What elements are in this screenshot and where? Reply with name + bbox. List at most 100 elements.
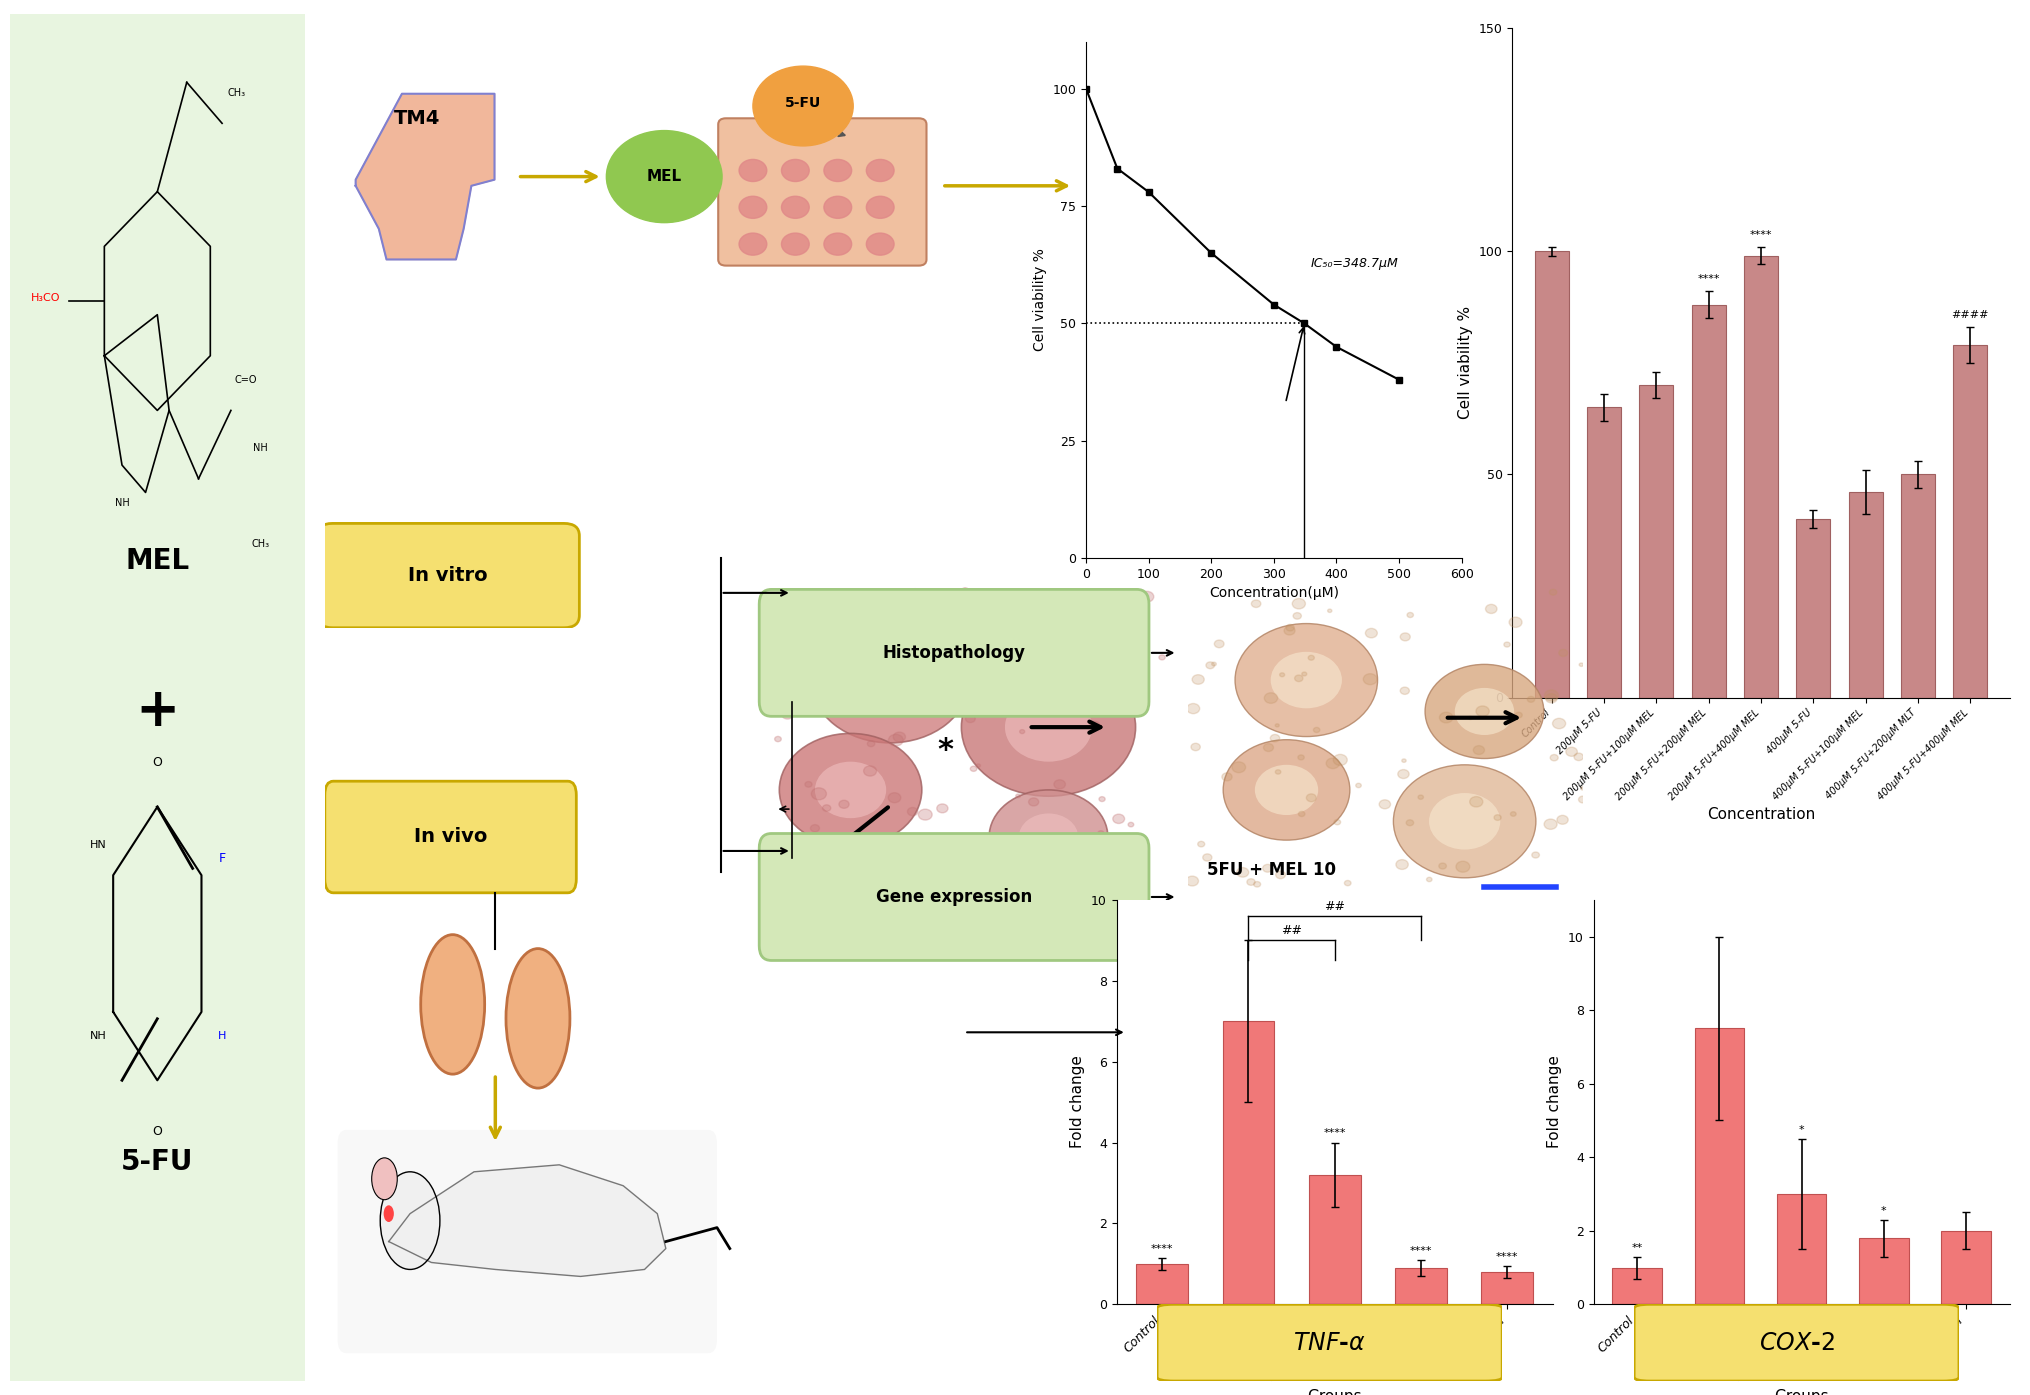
Text: MEL: MEL	[126, 547, 189, 575]
Circle shape	[767, 639, 780, 649]
Text: ****: ****	[1496, 1251, 1518, 1262]
Bar	[1859, 1239, 1908, 1304]
Circle shape	[901, 667, 918, 678]
Circle shape	[1470, 797, 1482, 806]
Circle shape	[1009, 844, 1015, 848]
Circle shape	[936, 804, 948, 813]
FancyBboxPatch shape	[719, 119, 926, 265]
Circle shape	[1275, 870, 1285, 879]
Circle shape	[966, 880, 974, 886]
Bar	[1953, 345, 1987, 698]
Y-axis label: Cell viability %: Cell viability %	[1033, 248, 1047, 352]
Circle shape	[1234, 624, 1378, 737]
Circle shape	[1019, 730, 1025, 734]
Circle shape	[782, 710, 794, 718]
Circle shape	[824, 646, 830, 650]
Circle shape	[983, 678, 995, 688]
Circle shape	[1545, 693, 1557, 703]
FancyBboxPatch shape	[325, 781, 577, 893]
X-axis label: Groups: Groups	[1307, 1389, 1362, 1395]
Circle shape	[918, 809, 932, 820]
Circle shape	[1129, 822, 1135, 827]
Circle shape	[989, 790, 1108, 884]
Circle shape	[1054, 780, 1066, 790]
Text: ****: ****	[1697, 275, 1719, 285]
Circle shape	[1307, 656, 1313, 660]
Polygon shape	[355, 93, 495, 259]
Circle shape	[812, 671, 826, 681]
Circle shape	[828, 603, 842, 614]
Polygon shape	[388, 1165, 666, 1276]
Circle shape	[1419, 795, 1423, 799]
Circle shape	[899, 858, 914, 870]
Circle shape	[1468, 716, 1472, 720]
Bar	[1900, 474, 1935, 698]
Circle shape	[810, 617, 970, 744]
Circle shape	[1159, 654, 1165, 660]
Bar	[1482, 1272, 1533, 1304]
Circle shape	[782, 197, 810, 219]
Circle shape	[1401, 633, 1411, 640]
Circle shape	[907, 808, 918, 816]
Circle shape	[1116, 650, 1129, 660]
Bar	[1535, 251, 1569, 698]
Circle shape	[1299, 812, 1305, 816]
Circle shape	[838, 801, 849, 808]
Text: In vitro: In vitro	[408, 566, 487, 585]
Circle shape	[1510, 812, 1516, 816]
Circle shape	[380, 1172, 441, 1269]
Circle shape	[808, 886, 820, 894]
Circle shape	[1112, 815, 1125, 823]
Text: **: **	[1632, 1243, 1642, 1253]
X-axis label: Concentration: Concentration	[1707, 808, 1815, 822]
Circle shape	[1514, 713, 1522, 718]
Circle shape	[753, 66, 853, 146]
Bar	[1640, 385, 1673, 698]
Circle shape	[782, 159, 810, 181]
Text: HN: HN	[89, 840, 108, 850]
Circle shape	[371, 1158, 398, 1200]
Circle shape	[1202, 854, 1212, 861]
Circle shape	[1255, 764, 1317, 815]
Circle shape	[1246, 879, 1255, 886]
Circle shape	[863, 591, 873, 598]
Circle shape	[948, 651, 954, 656]
Circle shape	[1094, 628, 1098, 631]
Circle shape	[1545, 819, 1557, 830]
Circle shape	[1549, 589, 1557, 596]
Circle shape	[1407, 612, 1413, 618]
Bar	[1612, 1268, 1663, 1304]
Circle shape	[989, 654, 999, 661]
Circle shape	[1005, 608, 1011, 612]
Text: CH₃: CH₃	[252, 538, 270, 550]
Circle shape	[1401, 688, 1409, 695]
Circle shape	[1579, 797, 1587, 804]
Circle shape	[1474, 746, 1484, 755]
Circle shape	[775, 737, 782, 742]
Circle shape	[1301, 672, 1307, 677]
Circle shape	[1504, 642, 1510, 647]
Circle shape	[1364, 674, 1376, 685]
Bar	[1587, 407, 1622, 698]
Circle shape	[1439, 713, 1453, 723]
Circle shape	[889, 792, 901, 802]
Circle shape	[777, 695, 784, 699]
Circle shape	[1551, 755, 1559, 760]
Circle shape	[1250, 600, 1261, 607]
Circle shape	[1271, 651, 1342, 709]
Circle shape	[859, 873, 865, 879]
X-axis label: Groups: Groups	[1774, 1389, 1829, 1395]
Circle shape	[1581, 787, 1585, 790]
Text: 5-FU: 5-FU	[122, 1148, 193, 1176]
Text: 5-FU: 5-FU	[786, 96, 822, 110]
Circle shape	[867, 741, 875, 746]
Circle shape	[1279, 672, 1285, 677]
FancyBboxPatch shape	[1634, 1304, 1959, 1381]
Circle shape	[806, 781, 812, 787]
Circle shape	[867, 159, 893, 181]
Text: Gene expression: Gene expression	[877, 889, 1031, 905]
Circle shape	[1058, 656, 1062, 660]
Circle shape	[1439, 864, 1447, 869]
Circle shape	[1545, 691, 1559, 702]
Circle shape	[1009, 894, 1015, 898]
